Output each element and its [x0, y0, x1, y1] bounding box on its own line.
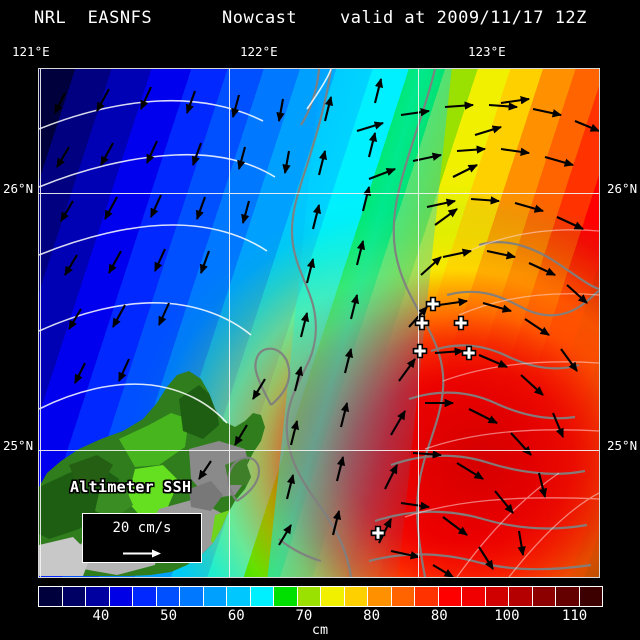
colorbar-tick-1: 50: [160, 608, 178, 624]
altimeter-track-point[interactable]: [414, 315, 430, 331]
model-name: NRL EASNFS: [34, 8, 153, 28]
colorbar-unit-label: cm: [311, 622, 329, 638]
colorbar-swatch-4: [133, 587, 157, 606]
product-type: Nowcast: [222, 8, 298, 28]
lon-tick-121e: 121°E: [12, 44, 50, 59]
colorbar-swatch-21: [532, 587, 556, 606]
vector-scale-arrow-icon: [83, 543, 201, 562]
lon-tick-123e: 123°E: [468, 44, 506, 59]
colorbar-swatch-10: [274, 587, 298, 606]
lat-tick-right-25n: 25°N: [607, 438, 638, 453]
vector-scale-value: 20 cm/s: [112, 520, 172, 536]
altimeter-track-point[interactable]: [461, 345, 477, 361]
colorbar-swatch-15: [391, 587, 415, 606]
colorbar-swatch-9: [250, 587, 274, 606]
colorbar-swatch-1: [62, 587, 86, 606]
lat-tick-left-25n: 25°N: [3, 438, 34, 453]
colorbar-swatch-7: [203, 587, 227, 606]
colorbar-swatch-2: [86, 587, 110, 606]
colorbar-tick-2: 60: [227, 608, 245, 624]
colorbar-swatch-17: [438, 587, 462, 606]
colorbar-swatch-6: [180, 587, 204, 606]
colorbar-swatch-23: [579, 587, 602, 606]
colorbar-swatch-0: [39, 587, 63, 606]
colorbar-swatch-16: [415, 587, 439, 606]
colorbar-tick-6: 100: [494, 608, 520, 624]
colorbar-swatch-8: [227, 587, 251, 606]
title-bar: NRL EASNFS Nowcast valid at 2009/11/17 1…: [0, 6, 640, 32]
colorbar-swatch-3: [109, 587, 133, 606]
colorbar-swatch-13: [344, 587, 368, 606]
colorbar-tick-7: 110: [561, 608, 588, 624]
valid-time: valid at 2009/11/17 12Z: [340, 8, 587, 28]
lat-tick-right-26n: 26°N: [607, 181, 638, 196]
colorbar-swatch-14: [368, 587, 392, 606]
colorbar-tick-4: 80: [363, 608, 381, 624]
field-label: Altimeter SSH: [70, 478, 192, 496]
map-plot-area[interactable]: [38, 68, 600, 578]
colorbar-swatch-19: [485, 587, 509, 606]
altimeter-track-point[interactable]: [425, 296, 441, 312]
altimeter-track-point[interactable]: [453, 315, 469, 331]
vector-scale-box: 20 cm/s: [82, 513, 202, 563]
colorbar-swatch-22: [556, 587, 580, 606]
lon-tick-122e: 122°E: [240, 44, 278, 59]
colorbar-swatch-5: [156, 587, 180, 606]
altimeter-track-point[interactable]: [412, 343, 428, 359]
lat-tick-left-26n: 26°N: [3, 181, 34, 196]
colorbar-tick-3: 70: [295, 608, 313, 624]
colorbar-swatch-20: [509, 587, 533, 606]
colorbar[interactable]: [38, 586, 603, 607]
colorbar-swatch-11: [297, 587, 321, 606]
colorbar-ticks: 40 50 60 70 80 80 100 110: [38, 608, 603, 626]
colorbar-swatch-18: [462, 587, 486, 606]
colorbar-tick-0: 40: [92, 608, 110, 624]
altimeter-track-point[interactable]: [370, 525, 386, 541]
colorbar-swatch-12: [321, 587, 345, 606]
colorbar-tick-5: 80: [430, 608, 448, 624]
